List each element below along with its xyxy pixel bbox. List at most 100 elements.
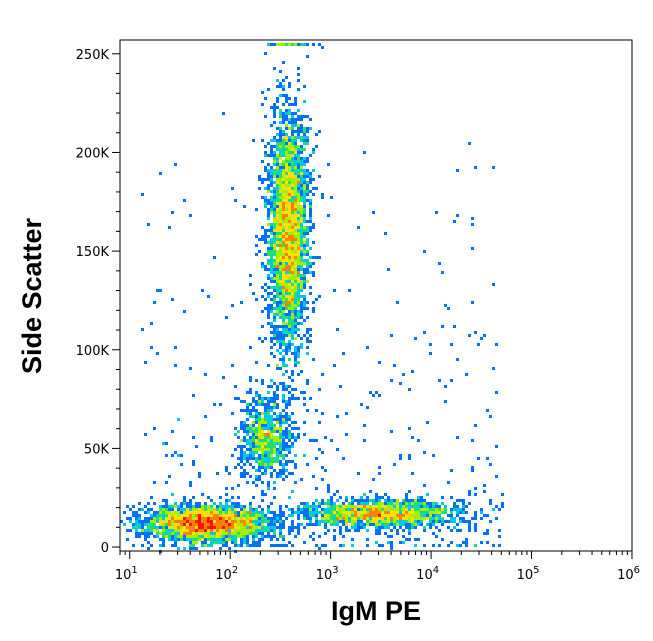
density-point [450, 508, 453, 511]
density-point [162, 529, 165, 532]
density-point [414, 502, 417, 505]
density-point [303, 262, 306, 265]
density-point [147, 535, 150, 538]
density-point [258, 526, 261, 529]
density-point [291, 514, 294, 517]
density-point [336, 523, 339, 526]
density-point [303, 268, 306, 271]
density-point [240, 526, 243, 529]
density-point [378, 499, 381, 502]
density-point [423, 484, 426, 487]
density-point [168, 526, 171, 529]
density-point [303, 175, 306, 178]
density-point [291, 130, 294, 133]
density-point [369, 514, 372, 517]
density-point [393, 514, 396, 517]
density-point [213, 520, 216, 523]
density-point [273, 238, 276, 241]
density-point [300, 283, 303, 286]
density-point [309, 334, 312, 337]
density-point [294, 322, 297, 325]
density-point [315, 505, 318, 508]
density-point [297, 127, 300, 130]
density-point [285, 157, 288, 160]
density-point [267, 316, 270, 319]
density-point [303, 301, 306, 304]
density-point [249, 532, 252, 535]
density-point [150, 346, 153, 349]
density-point [183, 538, 186, 541]
density-point [240, 517, 243, 520]
density-point [375, 511, 378, 514]
density-point [273, 448, 276, 451]
density-point [156, 535, 159, 538]
density-point [195, 541, 198, 544]
density-point [288, 460, 291, 463]
density-point [282, 160, 285, 163]
density-point [267, 286, 270, 289]
density-point [132, 526, 135, 529]
density-point [282, 295, 285, 298]
density-point [255, 484, 258, 487]
density-point [207, 496, 210, 499]
density-point [273, 316, 276, 319]
density-point [165, 442, 168, 445]
density-point [297, 433, 300, 436]
density-point [252, 406, 255, 409]
density-point [285, 178, 288, 181]
density-point [297, 232, 300, 235]
density-point [264, 307, 267, 310]
density-point [270, 223, 273, 226]
density-point [300, 262, 303, 265]
density-point [264, 178, 267, 181]
density-point [228, 472, 231, 475]
density-point [369, 523, 372, 526]
density-point [465, 373, 468, 376]
density-point [384, 232, 387, 235]
density-point [138, 520, 141, 523]
density-point [255, 526, 258, 529]
density-point [255, 409, 258, 412]
density-point [270, 175, 273, 178]
density-point [240, 511, 243, 514]
density-point [285, 160, 288, 163]
density-point [264, 466, 267, 469]
density-point [222, 529, 225, 532]
density-point [285, 211, 288, 214]
density-point [255, 439, 258, 442]
density-point [303, 517, 306, 520]
density-point [225, 505, 228, 508]
density-point [255, 415, 258, 418]
density-point [429, 520, 432, 523]
density-point [462, 502, 465, 505]
density-point [390, 520, 393, 523]
density-point [396, 532, 399, 535]
density-point [285, 433, 288, 436]
density-point [393, 517, 396, 520]
density-point [183, 526, 186, 529]
density-point [192, 532, 195, 535]
density-point [291, 421, 294, 424]
density-point [246, 481, 249, 484]
density-point [384, 532, 387, 535]
density-point [273, 187, 276, 190]
density-point [225, 499, 228, 502]
density-point [291, 544, 294, 547]
density-point [435, 505, 438, 508]
density-point [270, 205, 273, 208]
density-point [270, 196, 273, 199]
density-point [270, 460, 273, 463]
density-point [267, 190, 270, 193]
density-point [390, 547, 393, 550]
density-point [354, 529, 357, 532]
density-point [249, 448, 252, 451]
density-point [411, 472, 414, 475]
density-point [249, 451, 252, 454]
density-point [237, 505, 240, 508]
density-point [231, 496, 234, 499]
density-point [297, 193, 300, 196]
density-point [294, 325, 297, 328]
density-point [165, 517, 168, 520]
density-point [261, 181, 264, 184]
density-point [498, 535, 501, 538]
